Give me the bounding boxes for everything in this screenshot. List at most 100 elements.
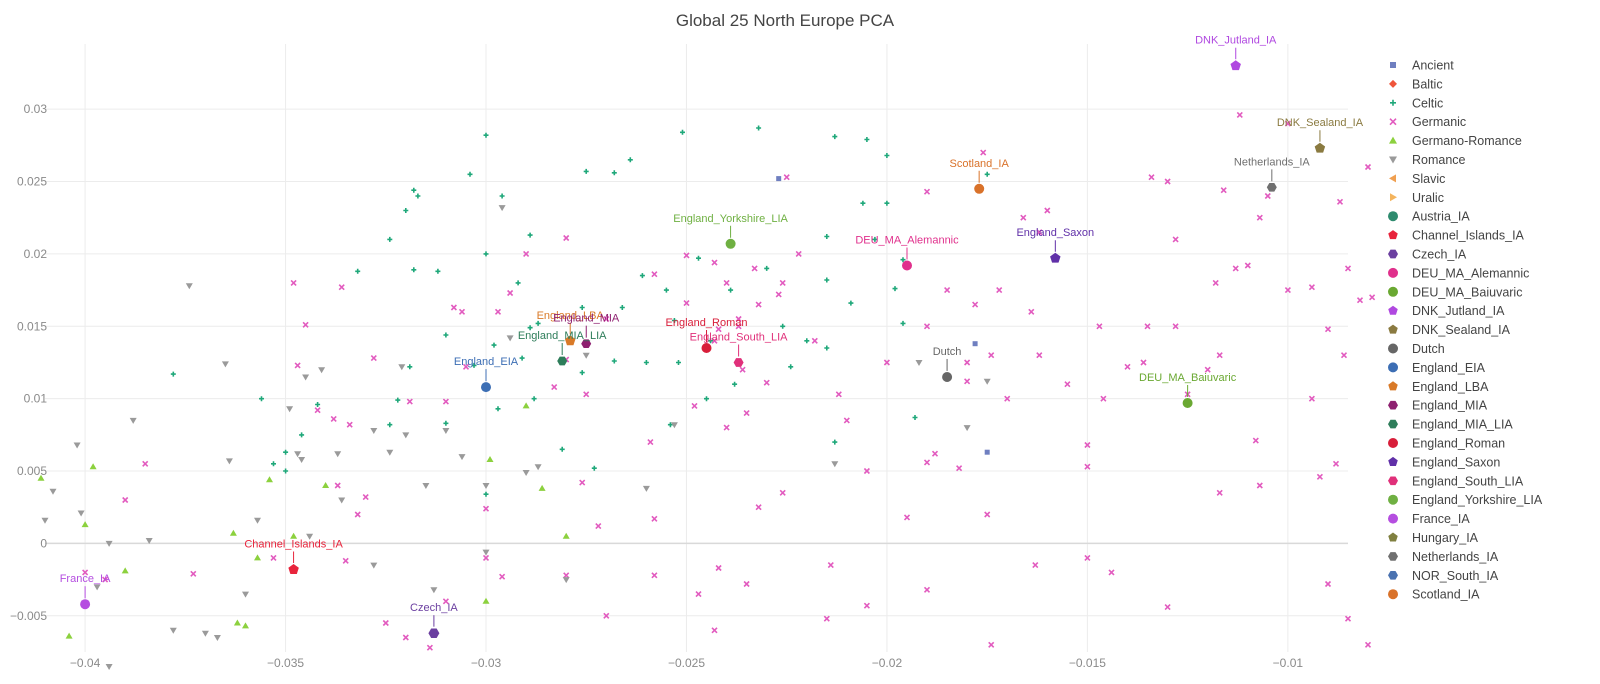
point-deu-ma-baiuvaric: [1182, 398, 1193, 408]
point-germanic: [779, 489, 786, 496]
point-germano-romance: [290, 532, 298, 539]
point-germanic: [988, 352, 995, 359]
legend-label: Germano-Romance: [1412, 134, 1522, 148]
legend-marker: [1388, 589, 1398, 600]
point-dnk-sealand-ia: [1314, 142, 1326, 153]
legend-label: France_IA: [1412, 512, 1470, 526]
legend-item[interactable]: DEU_MA_Baiuvaric: [1388, 285, 1522, 299]
point-celtic: [872, 236, 878, 242]
point-germanic: [743, 410, 750, 417]
legend-item[interactable]: Baltic: [1389, 77, 1443, 91]
point-germanic: [507, 289, 514, 297]
point-germanic: [1244, 262, 1251, 269]
annotation-label: DNK_Sealand_IA: [1277, 117, 1364, 129]
point-romance: [422, 483, 430, 489]
legend-item[interactable]: England_Yorkshire_LIA: [1388, 493, 1543, 507]
legend-item[interactable]: Scotland_IA: [1388, 588, 1480, 602]
point-germanic: [354, 511, 361, 518]
annotation-label: England_LBA: [537, 310, 605, 322]
point-germanic: [1308, 284, 1315, 291]
legend-label: Germanic: [1412, 115, 1466, 129]
point-germanic: [683, 300, 690, 307]
legend-item[interactable]: Czech_IA: [1388, 248, 1467, 262]
point-germanic: [1004, 395, 1011, 402]
legend-item[interactable]: Celtic: [1390, 96, 1443, 110]
point-germanic: [1264, 192, 1271, 200]
point-germanic: [1164, 604, 1171, 611]
point-celtic: [788, 364, 794, 370]
legend-item[interactable]: England_Roman: [1388, 437, 1505, 451]
point-scotland-ia: [974, 183, 985, 194]
legend-item[interactable]: England_Saxon: [1388, 455, 1500, 469]
legend-item[interactable]: England_LBA: [1388, 380, 1489, 394]
x-tick-label: −0.02: [872, 656, 903, 670]
point-england-south-lia: [733, 358, 744, 367]
legend-marker: [1390, 62, 1396, 68]
annotation-label: England_MIA: [553, 313, 620, 325]
legend-item[interactable]: Austria_IA: [1388, 210, 1470, 224]
legend-item[interactable]: England_South_LIA: [1388, 474, 1524, 488]
point-celtic: [900, 320, 906, 326]
legend-label: Romance: [1412, 153, 1466, 167]
point-romance: [370, 428, 378, 434]
point-germanic: [302, 321, 309, 328]
point-celtic: [663, 287, 669, 293]
point-france-ia: [80, 599, 91, 610]
point-germanic: [1036, 352, 1043, 359]
legend-item[interactable]: Germanic: [1389, 115, 1466, 129]
legend-item[interactable]: Slavic: [1389, 172, 1445, 186]
legend-marker: [1390, 193, 1397, 202]
legend-label: Baltic: [1412, 77, 1443, 91]
legend-item[interactable]: DNK_Jutland_IA: [1388, 304, 1505, 318]
point-annotations: Channel_Islands_IA Czech_IA DEU_MA_Alemann…: [60, 35, 1364, 627]
legend-item[interactable]: DEU_MA_Alemannic: [1388, 266, 1529, 280]
point-celtic: [764, 265, 770, 271]
point-germanic: [294, 362, 301, 369]
legend-item[interactable]: Ancient: [1390, 59, 1454, 73]
y-tick-label: 0.01: [24, 392, 48, 406]
legend-item[interactable]: England_EIA: [1388, 361, 1486, 375]
point-germanic: [1252, 437, 1259, 444]
legend-item[interactable]: England_MIA_LIA: [1388, 418, 1513, 432]
point-celtic: [259, 396, 264, 402]
point-dutch: [942, 372, 953, 382]
legend[interactable]: Ancient Baltic Celtic Germanic Germano-Roman…: [1388, 59, 1543, 602]
legend-item[interactable]: Channel_Islands_IA: [1388, 229, 1525, 243]
legend-item[interactable]: France_IA: [1388, 512, 1470, 526]
point-romance: [983, 378, 991, 385]
point-germanic: [931, 450, 939, 457]
point-romance: [334, 451, 342, 458]
legend-item[interactable]: DNK_Sealand_IA: [1388, 323, 1511, 337]
point-germano-romance: [242, 622, 249, 629]
point-germanic: [1220, 187, 1227, 194]
legend-item[interactable]: Uralic: [1390, 191, 1444, 205]
point-germanic: [426, 644, 433, 651]
point-germanic: [811, 337, 818, 344]
point-germanic: [1044, 207, 1051, 214]
legend-item[interactable]: Dutch: [1388, 342, 1445, 356]
point-celtic: [804, 338, 810, 344]
y-tick-label: 0.03: [24, 102, 48, 116]
point-germanic: [883, 359, 890, 366]
legend-item[interactable]: Hungary_IA: [1388, 531, 1479, 545]
legend-item[interactable]: Netherlands_IA: [1388, 550, 1499, 564]
legend-item[interactable]: Romance: [1389, 153, 1466, 167]
point-romance: [642, 485, 650, 492]
point-germano-romance: [65, 632, 73, 639]
legend-label: England_Saxon: [1412, 455, 1500, 469]
legend-item[interactable]: England_MIA: [1388, 399, 1488, 413]
point-celtic: [519, 355, 525, 361]
point-romance: [129, 417, 137, 424]
point-ancient: [984, 449, 990, 455]
point-germanic: [1084, 441, 1091, 449]
legend-label: Slavic: [1412, 172, 1445, 186]
point-germanic: [775, 291, 782, 298]
point-germanic: [603, 612, 610, 619]
legend-marker: [1388, 362, 1398, 373]
point-germanic: [1172, 323, 1179, 330]
point-celtic: [696, 255, 701, 261]
point-germanic: [334, 482, 341, 489]
legend-item[interactable]: Germano-Romance: [1389, 134, 1522, 148]
legend-item[interactable]: NOR_South_IA: [1388, 569, 1499, 583]
